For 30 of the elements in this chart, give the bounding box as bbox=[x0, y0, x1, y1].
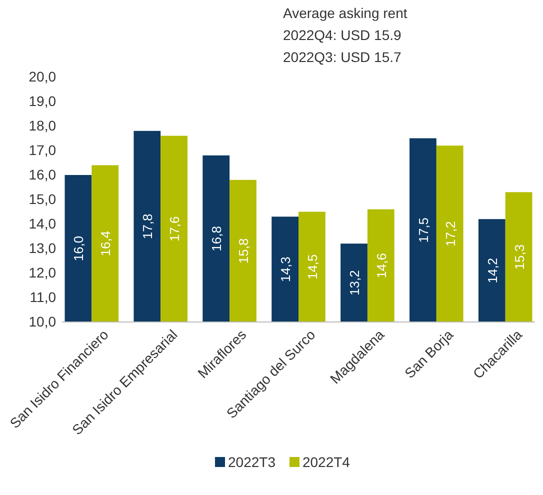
data-label: 15,8 bbox=[236, 238, 251, 264]
y-tick-label: 17,0 bbox=[28, 142, 56, 158]
y-tick-label: 11,0 bbox=[30, 288, 56, 305]
data-label: 16,0 bbox=[71, 236, 86, 262]
y-tick-label: 19,0 bbox=[28, 92, 56, 109]
legend-label: 2022T3 bbox=[228, 454, 276, 470]
data-label: 17,6 bbox=[167, 216, 182, 242]
y-tick-label: 15,0 bbox=[28, 190, 56, 207]
text: 2022Q4: USD 15.9 bbox=[283, 27, 402, 43]
data-label: 17,5 bbox=[416, 217, 431, 243]
data-label: 13,2 bbox=[347, 270, 362, 296]
data-label: 16,8 bbox=[209, 226, 224, 252]
legend-label: 2022T4 bbox=[302, 454, 350, 470]
chart-title: Average asking rent bbox=[283, 5, 408, 21]
data-label: 14,3 bbox=[278, 256, 294, 282]
data-label: 14,6 bbox=[374, 252, 389, 278]
data-label: 14,5 bbox=[304, 254, 320, 280]
data-label: 16,4 bbox=[98, 230, 114, 256]
y-tick-label: 12,0 bbox=[28, 264, 56, 280]
data-label: 15,3 bbox=[512, 244, 527, 270]
text: 2022Q3: USD 15.7 bbox=[283, 49, 402, 65]
data-label: 17,2 bbox=[442, 221, 458, 246]
y-tick-label: 18,0 bbox=[28, 117, 56, 134]
y-tick-label: 10,0 bbox=[28, 313, 56, 330]
data-label: 14,2 bbox=[484, 258, 500, 284]
y-tick-label: 13,0 bbox=[28, 240, 56, 256]
y-tick-label: 20,0 bbox=[28, 68, 56, 84]
y-tick-label: 14,0 bbox=[28, 215, 56, 232]
data-label: 17,8 bbox=[140, 214, 156, 240]
y-tick-label: 16,0 bbox=[28, 166, 56, 182]
